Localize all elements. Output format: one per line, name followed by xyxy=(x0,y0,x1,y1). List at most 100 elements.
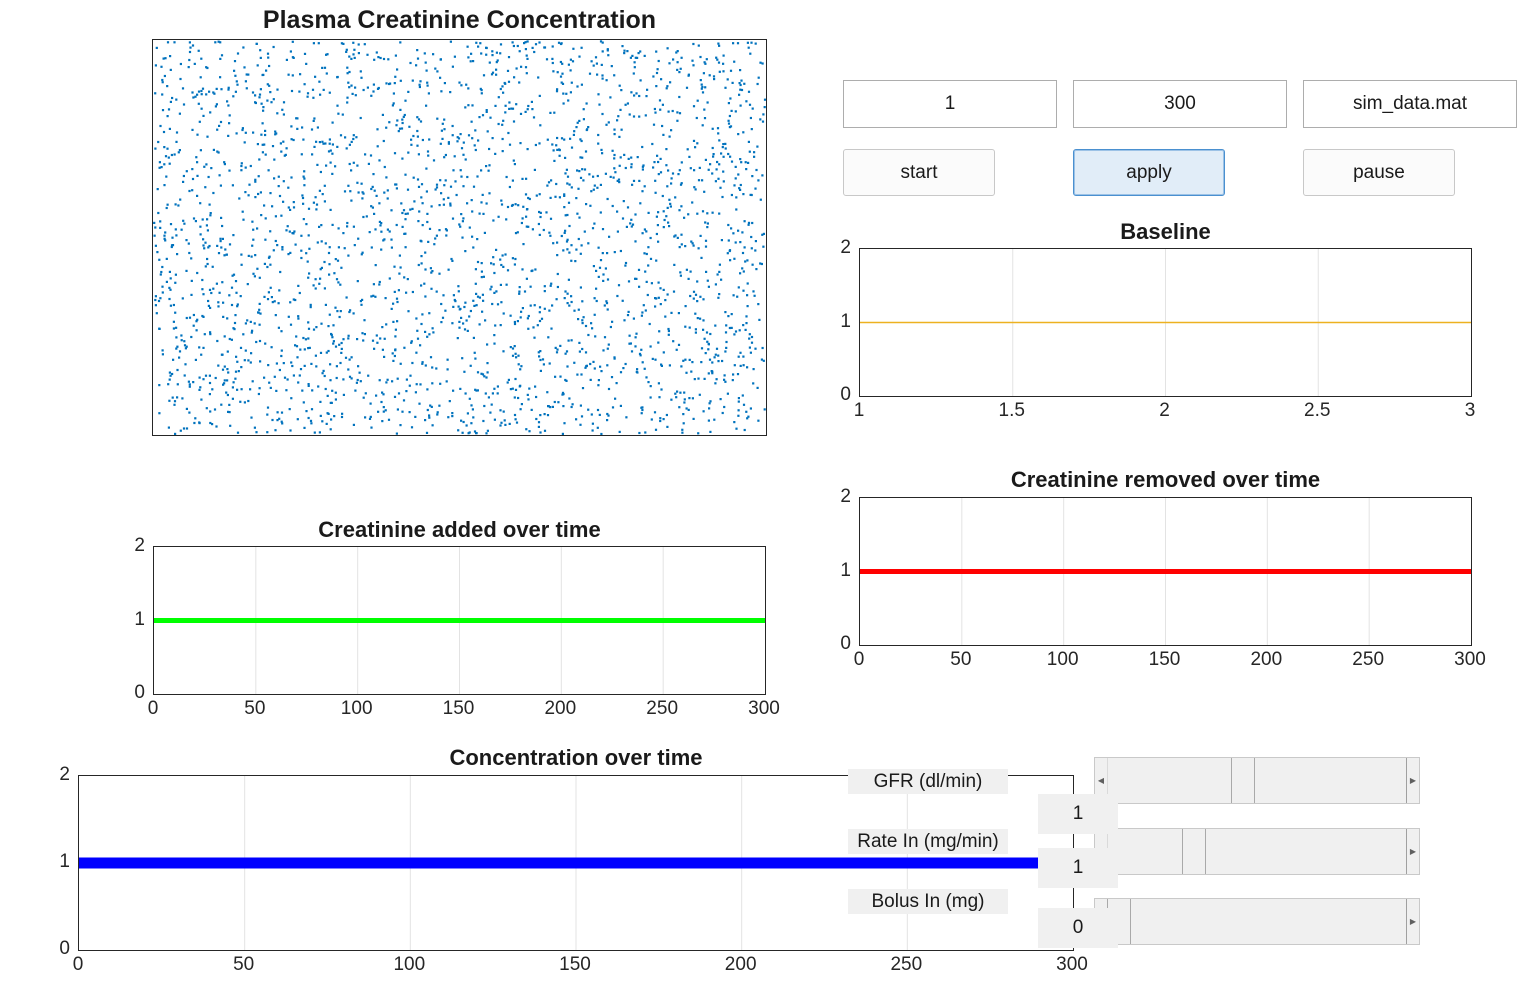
particle-point xyxy=(513,320,516,324)
particle-point xyxy=(155,46,158,49)
particle-point xyxy=(679,183,683,186)
particle-point xyxy=(581,300,584,303)
slider-right-arrow-icon[interactable]: ▶ xyxy=(1406,899,1419,944)
particle-point xyxy=(510,204,514,207)
pause-button[interactable]: pause xyxy=(1303,149,1455,196)
particle-point xyxy=(675,396,678,399)
particle-point xyxy=(588,72,592,75)
particle-point xyxy=(319,170,322,174)
particle-point xyxy=(715,347,719,350)
particle-point xyxy=(668,225,671,228)
particle-point xyxy=(673,235,676,238)
particle-point xyxy=(429,404,432,407)
particle-point xyxy=(643,252,646,255)
bolus-in-slider[interactable]: ◀ ▶ xyxy=(1094,898,1420,945)
particle-point xyxy=(675,51,678,54)
particle-point xyxy=(662,288,665,291)
particle-point xyxy=(324,242,327,245)
particle-point xyxy=(467,134,471,137)
particle-point xyxy=(730,227,733,230)
particle-point xyxy=(194,417,197,420)
particle-point xyxy=(747,140,750,143)
particle-point xyxy=(285,58,288,61)
particle-point xyxy=(704,245,708,248)
gfr-slider[interactable]: ◀ ▶ xyxy=(1094,757,1420,804)
particle-point xyxy=(632,317,635,320)
particle-point xyxy=(612,176,615,179)
particle-point xyxy=(299,368,303,371)
particle-point xyxy=(307,347,310,350)
end-time-field[interactable]: 300 xyxy=(1073,80,1287,128)
particle-point xyxy=(649,385,652,388)
particle-point xyxy=(209,421,212,425)
particle-point xyxy=(348,86,351,89)
particle-point xyxy=(269,286,272,289)
particle-point xyxy=(687,73,690,76)
slider-right-arrow-icon[interactable]: ▶ xyxy=(1406,758,1419,803)
slider-left-arrow-icon[interactable]: ◀ xyxy=(1095,758,1108,803)
particle-point xyxy=(218,124,221,127)
particle-point xyxy=(597,142,600,145)
x-tick-label: 2 xyxy=(1159,400,1170,421)
particle-point xyxy=(732,373,735,376)
particle-point xyxy=(526,208,529,211)
particle-point xyxy=(396,68,399,71)
particle-point xyxy=(719,186,722,189)
particle-point xyxy=(600,148,603,151)
y-tick-label: 2 xyxy=(59,764,70,785)
particle-point xyxy=(718,163,721,166)
particle-point xyxy=(223,379,226,382)
particle-point xyxy=(607,387,611,391)
particle-point xyxy=(559,60,562,64)
particle-point xyxy=(489,116,492,119)
particle-point xyxy=(733,60,736,63)
particle-point xyxy=(318,189,321,192)
particle-point xyxy=(319,93,322,96)
start-time-field[interactable]: 1 xyxy=(843,80,1057,128)
particle-point xyxy=(679,274,682,277)
particle-point xyxy=(178,356,181,359)
particle-point xyxy=(707,372,710,375)
particle-point xyxy=(469,364,472,367)
particle-point xyxy=(199,202,202,205)
filename-field[interactable]: sim_data.mat xyxy=(1303,80,1517,128)
gfr-slider-thumb[interactable] xyxy=(1231,758,1256,803)
slider-right-arrow-icon[interactable]: ▶ xyxy=(1406,829,1419,874)
particle-point xyxy=(369,415,372,418)
rate-in-slider[interactable]: ◀ ▶ xyxy=(1094,828,1420,875)
particle-point xyxy=(525,277,528,280)
particle-point xyxy=(466,202,469,205)
particle-point xyxy=(427,154,430,157)
particle-point xyxy=(154,64,157,67)
particle-point xyxy=(519,316,522,319)
particle-point xyxy=(746,305,749,308)
particle-point xyxy=(309,306,312,309)
particle-point xyxy=(379,337,382,340)
rate-in-slider-thumb[interactable] xyxy=(1181,829,1206,874)
particle-point xyxy=(200,398,203,401)
particle-point xyxy=(478,323,481,326)
particle-point xyxy=(291,364,294,368)
particle-point xyxy=(641,165,644,168)
start-button[interactable]: start xyxy=(843,149,995,196)
particle-point xyxy=(621,217,625,220)
particle-point xyxy=(177,204,180,207)
particle-point xyxy=(307,416,310,420)
particle-point xyxy=(654,305,657,308)
particle-point xyxy=(337,246,340,249)
particle-point xyxy=(219,240,222,243)
particle-point xyxy=(657,160,660,164)
particle-point xyxy=(711,172,714,175)
particle-point xyxy=(219,184,222,187)
particle-point xyxy=(662,210,665,213)
particle-point xyxy=(261,143,264,146)
particle-point xyxy=(527,314,530,318)
particle-point xyxy=(554,195,557,198)
particle-point xyxy=(647,246,650,249)
particle-point xyxy=(634,56,637,59)
particle-point xyxy=(539,124,542,127)
particle-point xyxy=(635,277,638,280)
apply-button[interactable]: apply xyxy=(1073,149,1225,196)
particle-point xyxy=(280,354,283,358)
particle-point xyxy=(701,210,705,213)
